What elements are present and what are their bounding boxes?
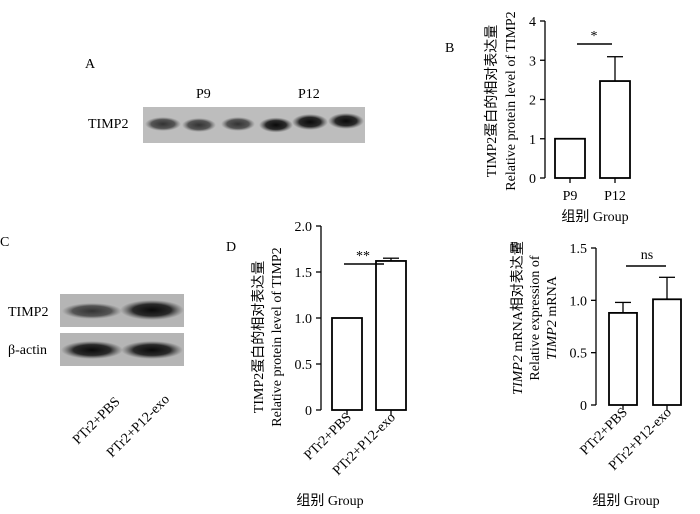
panel-e: E TIMP2 mRNA相对表达量 Relative expression of… bbox=[510, 240, 682, 509]
panel-a: A P9 P12 TIMP2 bbox=[85, 57, 365, 143]
panel-letter-d: D bbox=[226, 240, 236, 255]
blot-band bbox=[259, 117, 293, 133]
y-axis-label-gene: TIMP2 bbox=[511, 355, 526, 395]
y-tick-label: 2 bbox=[529, 94, 536, 109]
blot-band bbox=[121, 341, 183, 359]
x-axis-label: 组别 Group bbox=[561, 209, 628, 225]
x-tick-label: P12 bbox=[604, 189, 626, 204]
panel-c: C TIMP2 β-actin PTr2+PBS PTr2+P12-exo bbox=[0, 235, 184, 461]
y-axis-label-en: Relative expression of bbox=[528, 255, 543, 381]
y-tick-label: 2.0 bbox=[295, 220, 313, 235]
significance-label: ns bbox=[641, 248, 653, 263]
y-tick-label: 0.5 bbox=[570, 347, 588, 362]
blot-band bbox=[61, 341, 123, 359]
blot-row-label-beta-actin: β-actin bbox=[8, 343, 47, 358]
significance-label: ** bbox=[356, 249, 370, 264]
panel-letter-a: A bbox=[85, 57, 96, 72]
y-tick-label: 1.5 bbox=[295, 266, 313, 281]
y-axis-label-gene: TIMP2 bbox=[545, 320, 560, 360]
panel-letter-e: E bbox=[510, 240, 519, 255]
blot-band bbox=[145, 117, 181, 131]
panel-d: D TIMP2蛋白的相对表达量 Relative protein level o… bbox=[226, 220, 407, 509]
y-axis-label-en2: TIMP2 mRNA bbox=[545, 275, 560, 360]
blot-band bbox=[328, 113, 364, 129]
y-tick-label: 1.0 bbox=[295, 312, 313, 327]
y-axis-label-en: Relative protein level of TIMP2 bbox=[270, 247, 285, 426]
panel-letter-c: C bbox=[0, 235, 9, 250]
y-tick-label: 0.5 bbox=[295, 358, 313, 373]
bar-ptr2-pbs bbox=[608, 311, 638, 406]
significance-label: * bbox=[591, 29, 598, 44]
y-tick-label: 0 bbox=[529, 172, 536, 187]
blot-row-label-timp2: TIMP2 bbox=[8, 305, 48, 320]
y-axis-label-cn: TIMP2蛋白的相对表达量 bbox=[251, 261, 267, 413]
bar-ptr2-p12-exo bbox=[375, 260, 407, 411]
blot-band bbox=[292, 114, 328, 130]
y-tick-label: 0 bbox=[580, 399, 587, 414]
y-tick-label: 1 bbox=[529, 133, 536, 148]
x-tick-label: P9 bbox=[563, 189, 578, 204]
x-axis-label: 组别 Group bbox=[296, 493, 363, 509]
y-axis-label-en: Relative protein level of TIMP2 bbox=[504, 11, 519, 190]
blot-band bbox=[120, 300, 184, 320]
y-tick-label: 0 bbox=[305, 404, 312, 419]
bar-ptr2-p12-exo bbox=[652, 298, 682, 406]
y-tick-label: 1.0 bbox=[570, 294, 588, 309]
y-tick-label: 1.5 bbox=[570, 242, 588, 257]
blot-band bbox=[221, 117, 255, 131]
lane-label-p12: P12 bbox=[298, 87, 320, 102]
lane-label-p9: P9 bbox=[196, 87, 211, 102]
bar-p9 bbox=[554, 137, 586, 179]
panel-b: B TIMP2蛋白的相对表达量 Relative protein level o… bbox=[445, 11, 631, 225]
bar-ptr2-pbs bbox=[331, 317, 363, 411]
y-tick-label: 4 bbox=[529, 15, 536, 30]
blot-band bbox=[182, 118, 216, 132]
blot-band bbox=[62, 303, 122, 319]
panel-letter-b: B bbox=[445, 41, 454, 56]
y-axis-label-cn-rest: mRNA相对表达量 bbox=[510, 241, 526, 355]
y-axis-label-en2-rest: mRNA bbox=[545, 275, 560, 320]
y-axis-label-cn: TIMP2蛋白的相对表达量 bbox=[484, 25, 500, 177]
bar-p12 bbox=[599, 80, 631, 179]
x-axis-label: 组别 Group bbox=[592, 493, 659, 509]
y-axis-label-cn: TIMP2 mRNA相对表达量 bbox=[510, 241, 526, 395]
blot-row-label-timp2: TIMP2 bbox=[88, 117, 128, 132]
y-tick-label: 3 bbox=[529, 54, 536, 69]
